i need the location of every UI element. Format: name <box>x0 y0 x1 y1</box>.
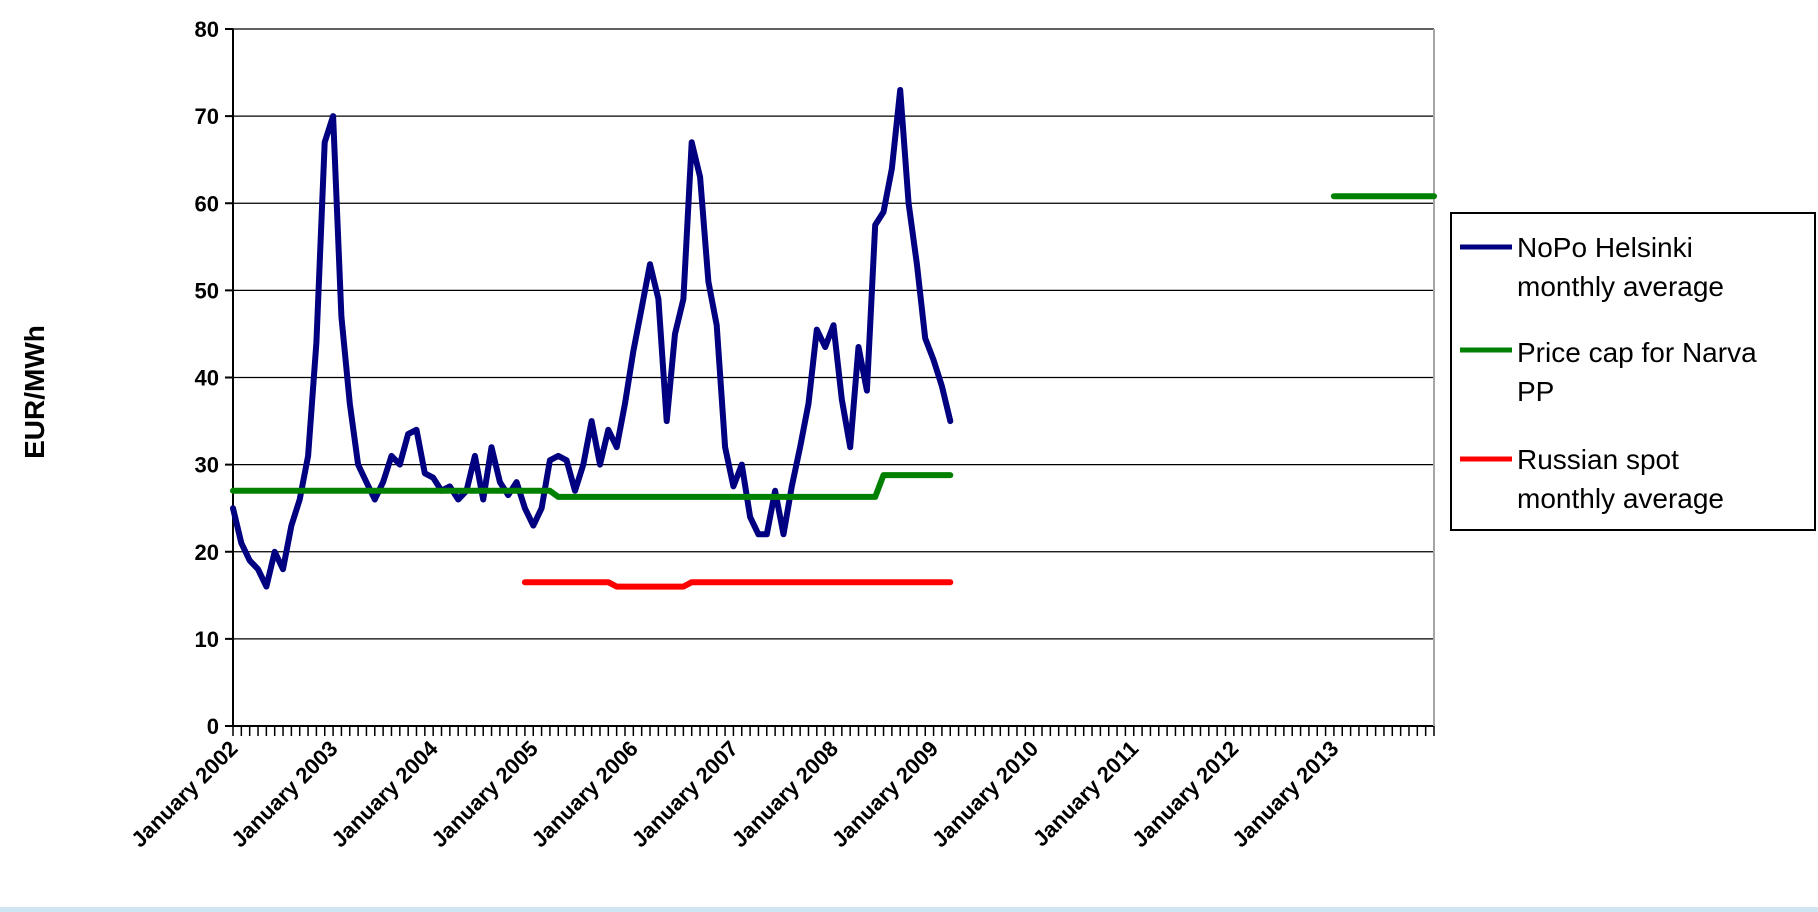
y-tick-label-10: 10 <box>195 627 219 652</box>
x-tick-label-2008: January 2008 <box>727 736 843 852</box>
y-tick-label-30: 30 <box>195 453 219 478</box>
x-tick-label-2010: January 2010 <box>927 736 1043 852</box>
x-tick-label-2002: January 2002 <box>126 736 242 852</box>
legend-box <box>1450 212 1816 531</box>
legend-label-russian-line2: monthly average <box>1517 483 1724 514</box>
legend-label-narva-line2: PP <box>1517 376 1554 407</box>
y-tick-label-50: 50 <box>195 278 219 303</box>
legend-label-narva-line1: Price cap for Narva <box>1517 337 1757 368</box>
y-tick-label-20: 20 <box>195 540 219 565</box>
x-tick-label-2011: January 2011 <box>1028 736 1143 851</box>
x-tick-label-2003: January 2003 <box>226 736 342 852</box>
series-line-narva-price-cap <box>230 472 954 500</box>
x-tick-label-2007: January 2007 <box>627 736 743 852</box>
y-tick-label-40: 40 <box>195 366 219 391</box>
y-tick-label-60: 60 <box>195 191 219 216</box>
x-tick-label-2009: January 2009 <box>827 736 943 852</box>
x-tick-label-2013: January 2013 <box>1227 736 1343 852</box>
series-lines <box>230 87 1437 590</box>
series-line-russian-spot <box>521 579 954 590</box>
legend-label-nopo-line1: NoPo Helsinki <box>1517 232 1693 263</box>
y-axis-title: EUR/MWh <box>19 325 50 459</box>
x-tick-label-2006: January 2006 <box>527 736 643 852</box>
legend-label-russian-line1: Russian spot <box>1517 444 1679 475</box>
y-tick-label-0: 0 <box>207 714 219 739</box>
gridlines <box>233 28 1434 640</box>
legend-label-nopo-line2: monthly average <box>1517 271 1724 302</box>
y-tick-labels: 0 10 20 30 40 50 60 70 80 <box>195 17 219 739</box>
y-tick-label-80: 80 <box>195 17 219 42</box>
axes <box>225 28 1435 736</box>
legend: NoPo Helsinki monthly average Price cap … <box>1450 212 1816 531</box>
series-line-nopo-helsinki <box>230 87 954 590</box>
x-tick-label-2005: January 2005 <box>427 736 543 852</box>
y-tick-label-70: 70 <box>195 104 219 129</box>
x-tick-label-2012: January 2012 <box>1127 736 1243 852</box>
bottom-strip <box>0 907 1818 912</box>
